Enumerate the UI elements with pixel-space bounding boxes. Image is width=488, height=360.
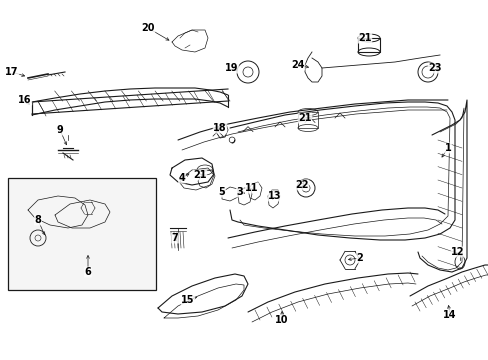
Text: 3: 3 [236, 187, 243, 197]
Text: 23: 23 [427, 63, 441, 73]
Text: 20: 20 [141, 23, 154, 33]
Text: 21: 21 [358, 33, 371, 43]
Text: 24: 24 [291, 60, 304, 70]
Text: 18: 18 [213, 123, 226, 133]
Text: 1: 1 [444, 143, 450, 153]
Text: 8: 8 [35, 215, 41, 225]
Text: 5: 5 [218, 187, 225, 197]
Text: 2: 2 [356, 253, 363, 263]
Text: 21: 21 [298, 113, 311, 123]
Text: 4: 4 [178, 173, 185, 183]
Text: 12: 12 [450, 247, 464, 257]
Text: 21: 21 [193, 170, 206, 180]
Text: 14: 14 [442, 310, 456, 320]
Text: 9: 9 [57, 125, 63, 135]
Text: 6: 6 [84, 267, 91, 277]
Text: 7: 7 [171, 233, 178, 243]
Text: 22: 22 [295, 180, 308, 190]
Text: 15: 15 [181, 295, 194, 305]
Text: 17: 17 [5, 67, 19, 77]
Text: 19: 19 [225, 63, 238, 73]
Text: 13: 13 [268, 191, 281, 201]
FancyBboxPatch shape [8, 178, 156, 290]
Text: 10: 10 [275, 315, 288, 325]
Text: 16: 16 [18, 95, 32, 105]
Text: 11: 11 [245, 183, 258, 193]
